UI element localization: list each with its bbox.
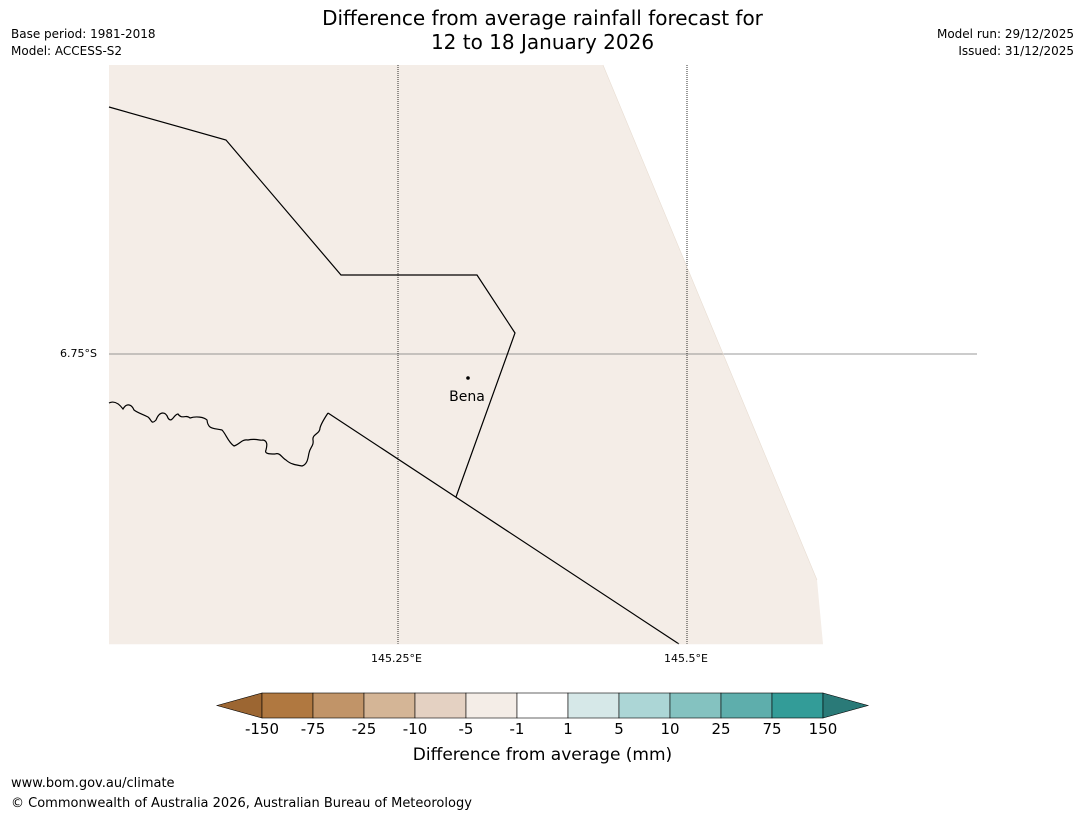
colorbar-extend-low [215, 692, 263, 719]
colorbar-segment [771, 692, 824, 719]
issued-date: Issued: 31/12/2025 [958, 44, 1074, 58]
colorbar-tick-label: 1 [563, 720, 573, 738]
colorbar-tick-label: 75 [762, 720, 782, 738]
colorbar-tick-label: -10 [402, 720, 428, 738]
colorbar-tick-label: -150 [244, 720, 280, 738]
colorbar-tick-label: -1 [509, 720, 525, 738]
town-marker-bena [466, 376, 470, 380]
colorbar-segment [618, 692, 671, 719]
chart-title: Difference from average rainfall forecas… [0, 6, 1085, 54]
lon-tick-label-145-5: 145.5°E [664, 652, 708, 665]
colorbar-segment [465, 692, 518, 719]
colorbar-tick-label: -75 [300, 720, 326, 738]
base-period: Base period: 1981-2018 [11, 27, 156, 41]
colorbar-segment [516, 692, 569, 719]
footer-copyright: © Commonwealth of Australia 2026, Austra… [11, 796, 472, 811]
lat-tick-label: 6.75°S [60, 347, 97, 360]
province-boundary-south [327, 412, 680, 645]
model-name: Model: ACCESS-S2 [11, 44, 123, 58]
title-line-1: Difference from average rainfall forecas… [322, 6, 763, 30]
meta-right: Model run: 29/12/2025 Issued: 31/12/2025 [937, 26, 1074, 60]
meta-left: Base period: 1981-2018 Model: ACCESS-S2 [11, 26, 156, 60]
colorbar-segment [414, 692, 467, 719]
town-label-bena: Bena [449, 389, 485, 405]
model-run: Model run: 29/12/2025 [936, 27, 1074, 41]
colorbar-tick-label: 10 [660, 720, 680, 738]
colorbar-tick-label: -25 [351, 720, 377, 738]
river-line [108, 401, 329, 467]
colorbar-segment [261, 692, 314, 719]
colorbar-tick-label: -5 [458, 720, 474, 738]
province-boundary-north [108, 106, 516, 498]
colorbar-tick-label: 25 [711, 720, 731, 738]
lon-tick-label-145-25: 145.25°E [371, 652, 422, 665]
colorbar-segment [312, 692, 365, 719]
land-edge [602, 64, 818, 581]
colorbar-label: Difference from average (mm) [412, 745, 673, 765]
colorbar-tick-label: 150 [808, 720, 838, 738]
land-area [109, 65, 823, 644]
footer-url: www.bom.gov.au/climate [11, 776, 175, 791]
colorbar [215, 692, 870, 719]
title-line-2: 12 to 18 January 2026 [430, 30, 655, 54]
colorbar-segment [720, 692, 773, 719]
colorbar-segment [363, 692, 416, 719]
colorbar-segment [669, 692, 722, 719]
colorbar-tick-label: 5 [614, 720, 624, 738]
colorbar-segment [567, 692, 620, 719]
colorbar-extend-high [822, 692, 870, 719]
